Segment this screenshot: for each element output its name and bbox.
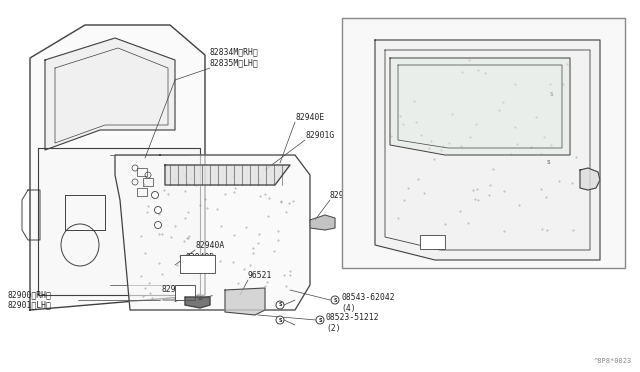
Text: 08523-51212: 08523-51212 — [326, 314, 380, 323]
Text: S: S — [318, 317, 322, 323]
Text: (4): (4) — [557, 99, 572, 108]
Text: 82940E: 82940E — [295, 113, 324, 122]
Circle shape — [276, 316, 284, 324]
Text: 82900〈RH〉: 82900〈RH〉 — [355, 33, 399, 42]
Bar — [143, 178, 153, 186]
Circle shape — [154, 206, 161, 214]
Text: 82941〈LH〉: 82941〈LH〉 — [550, 190, 594, 199]
Text: (4): (4) — [341, 304, 356, 312]
Text: S: S — [547, 160, 550, 164]
Polygon shape — [165, 165, 290, 185]
Circle shape — [276, 301, 284, 309]
Text: ^8P8*0023: ^8P8*0023 — [594, 358, 632, 364]
Text: 82940N: 82940N — [330, 190, 359, 199]
Bar — [420, 235, 445, 249]
Text: (2): (2) — [326, 324, 340, 333]
FancyBboxPatch shape — [342, 18, 625, 268]
Text: 82940〈RH〉: 82940〈RH〉 — [550, 180, 594, 189]
Text: 82901G: 82901G — [305, 131, 334, 140]
Text: 82900A: 82900A — [162, 285, 191, 295]
Text: 82940A: 82940A — [195, 241, 224, 250]
Circle shape — [547, 91, 555, 99]
Text: S: S — [549, 93, 553, 97]
Text: 08543-62042: 08543-62042 — [341, 294, 395, 302]
Text: 08543-62012: 08543-62012 — [557, 89, 611, 97]
Bar — [180, 255, 215, 273]
Text: 82900〈RH〉: 82900〈RH〉 — [8, 291, 52, 299]
Circle shape — [152, 192, 159, 199]
Polygon shape — [185, 297, 210, 308]
Polygon shape — [310, 215, 335, 230]
Bar — [175, 285, 195, 300]
Text: 82940D: 82940D — [185, 253, 214, 263]
Polygon shape — [390, 58, 570, 155]
Polygon shape — [225, 288, 265, 315]
Bar — [137, 168, 147, 176]
Circle shape — [316, 316, 324, 324]
Polygon shape — [45, 38, 175, 150]
Text: S: S — [333, 298, 337, 302]
Text: S: S — [278, 302, 282, 308]
Bar — [137, 188, 147, 196]
Circle shape — [154, 221, 161, 228]
Circle shape — [543, 157, 553, 167]
Polygon shape — [115, 155, 310, 310]
Polygon shape — [375, 40, 600, 260]
Text: 82901〈LH〉: 82901〈LH〉 — [8, 301, 52, 310]
Text: SGL: SGL — [440, 258, 460, 268]
Text: 96521: 96521 — [248, 270, 273, 279]
Text: 82834M〈RH〉: 82834M〈RH〉 — [210, 48, 259, 57]
Polygon shape — [30, 25, 205, 310]
Text: S: S — [278, 317, 282, 323]
Text: 82835M〈LH〉: 82835M〈LH〉 — [210, 58, 259, 67]
Polygon shape — [38, 148, 200, 295]
Text: 82901〈LH〉: 82901〈LH〉 — [355, 44, 399, 52]
Polygon shape — [580, 168, 600, 190]
Circle shape — [331, 296, 339, 304]
